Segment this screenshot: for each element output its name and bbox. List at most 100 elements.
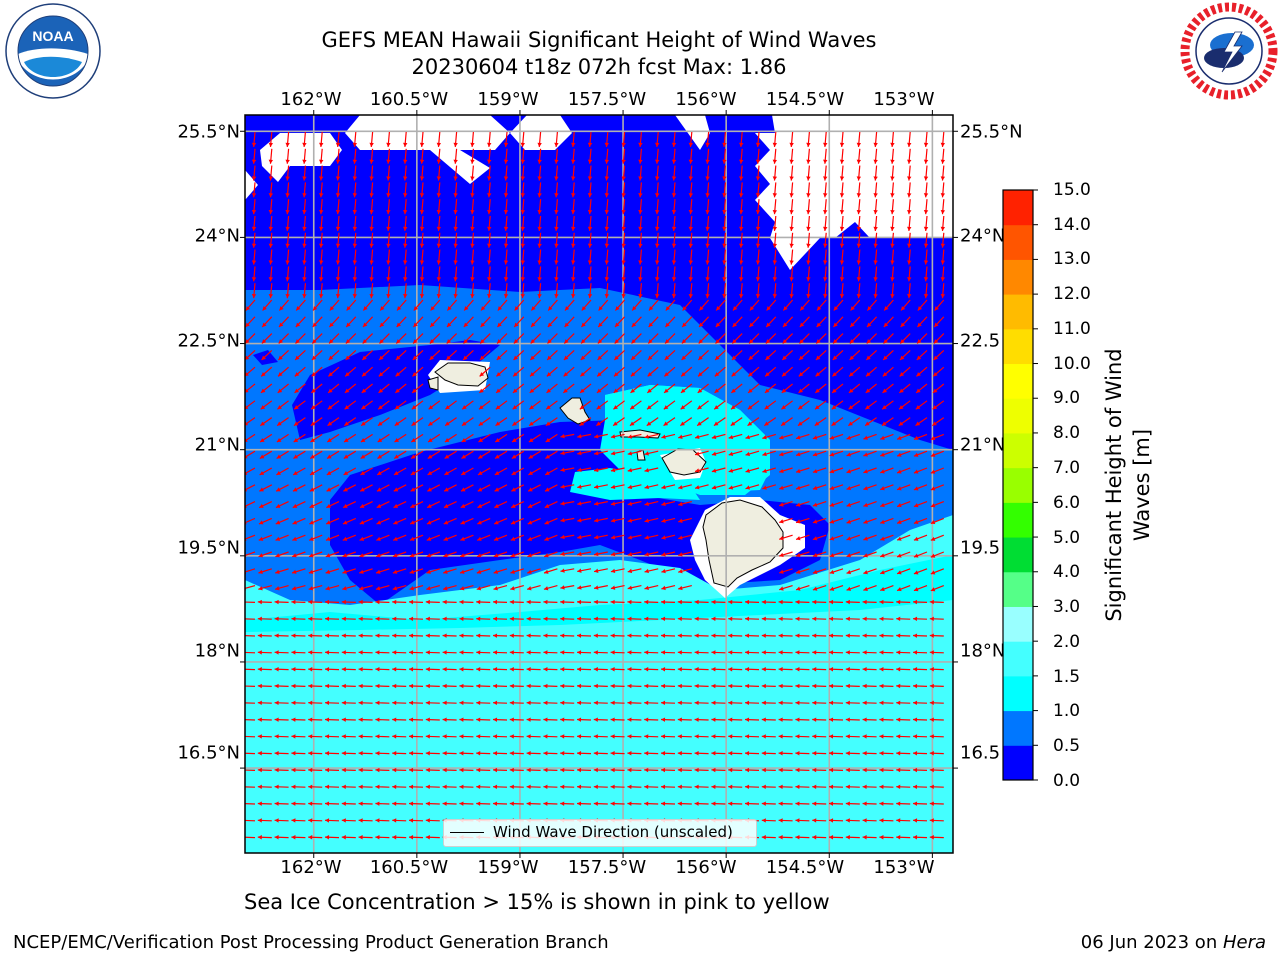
- direction-arrow-head: [257, 650, 262, 655]
- direction-arrow-head: [342, 553, 348, 558]
- direction-arrow-head: [856, 277, 862, 282]
- direction-arrow-head: [913, 519, 919, 525]
- direction-arrow-head: [526, 650, 531, 655]
- direction-arrow-head: [335, 142, 341, 147]
- direction-arrow-head: [425, 633, 430, 638]
- direction-arrow-head: [369, 142, 374, 147]
- direction-arrow-head: [251, 243, 257, 248]
- direction-arrow-head: [251, 277, 257, 282]
- direction-arrow-head: [375, 734, 380, 739]
- direction-arrow-head: [929, 835, 934, 840]
- direction-arrow-head: [907, 209, 912, 215]
- direction-arrow-head: [655, 193, 660, 198]
- direction-arrow-head: [260, 388, 266, 393]
- direction-arrow-head: [745, 667, 750, 672]
- direction-arrow-head: [930, 469, 936, 474]
- direction-arrow-head: [261, 355, 266, 360]
- direction-arrow-head: [883, 355, 888, 360]
- direction-arrow-head: [380, 306, 385, 311]
- direction-arrow-head: [796, 569, 801, 574]
- direction-arrow-head: [661, 599, 666, 605]
- direction-arrow-head: [520, 159, 526, 164]
- colorbar-label: Significant Height of Wind Waves [m]: [1102, 348, 1154, 622]
- direction-arrow-head: [487, 277, 492, 282]
- direction-arrow-head: [459, 683, 464, 689]
- direction-arrow-head: [461, 454, 466, 459]
- direction-arrow-head: [257, 751, 262, 756]
- direction-arrow-head: [934, 306, 939, 311]
- direction-arrow-head: [907, 293, 912, 299]
- direction-arrow-head: [319, 260, 324, 265]
- direction-arrow-head: [526, 700, 531, 706]
- direction-arrow-head: [341, 599, 346, 605]
- direction-arrow-head: [597, 355, 602, 360]
- direction-arrow-head: [375, 835, 380, 840]
- direction-arrow-head: [325, 650, 330, 655]
- direction-arrow-head: [527, 553, 532, 558]
- direction-arrow-head: [268, 176, 274, 181]
- direction-arrow-head: [661, 700, 666, 706]
- direction-arrow-head: [907, 260, 912, 265]
- direction-arrow-head: [427, 454, 433, 459]
- direction-arrow-head: [509, 801, 514, 806]
- direction-arrow-head: [682, 306, 687, 311]
- direction-arrow-head: [261, 339, 267, 344]
- direction-arrow-head: [392, 818, 397, 823]
- direction-arrow-head: [761, 616, 766, 622]
- direction-arrow-head: [829, 734, 834, 739]
- direction-arrow-head: [614, 355, 619, 360]
- direction-arrow-head: [677, 683, 682, 689]
- direction-arrow-head: [335, 159, 341, 164]
- direction-arrow-head: [547, 322, 553, 328]
- direction-arrow-head: [436, 193, 442, 198]
- direction-arrow-head: [664, 388, 669, 393]
- direction-arrow-head: [530, 372, 535, 377]
- direction-arrow-head: [520, 277, 526, 282]
- direction-arrow-head: [341, 683, 346, 689]
- direction-arrow-head: [245, 306, 251, 311]
- direction-arrow-head: [655, 176, 660, 181]
- direction-arrow-head: [259, 454, 265, 459]
- direction-arrow-head: [705, 293, 710, 299]
- direction-arrow-head: [325, 751, 330, 756]
- direction-arrow-head: [262, 306, 267, 311]
- direction-arrow-head: [900, 306, 906, 311]
- direction-arrow-head: [375, 818, 380, 823]
- direction-arrow-head: [430, 306, 435, 311]
- direction-arrow-head: [275, 569, 280, 574]
- direction-arrow-head: [302, 142, 307, 147]
- direction-arrow-head: [897, 519, 902, 524]
- direction-arrow-head: [343, 454, 349, 459]
- direction-arrow-head: [812, 835, 817, 840]
- direction-arrow-head: [392, 586, 398, 591]
- direction-arrow-head: [497, 322, 502, 328]
- direction-arrow-head: [604, 226, 610, 231]
- direction-arrow-head: [890, 193, 895, 198]
- direction-arrow-head: [610, 801, 615, 806]
- direction-arrow-head: [647, 405, 652, 410]
- direction-arrow-head: [554, 142, 559, 147]
- direction-arrow-head: [581, 322, 586, 328]
- direction-arrow-head: [279, 322, 284, 328]
- direction-arrow-head: [627, 535, 633, 540]
- direction-arrow-head: [403, 142, 408, 147]
- direction-arrow-head: [789, 277, 794, 282]
- direction-arrow-head: [761, 717, 766, 722]
- direction-arrow-head: [661, 434, 666, 439]
- direction-arrow-head: [829, 650, 834, 655]
- island-hawaii: [702, 499, 784, 588]
- direction-arrow-head: [547, 355, 552, 360]
- direction-arrow-head: [571, 226, 576, 231]
- direction-arrow-head: [291, 784, 296, 790]
- direction-arrow-head: [749, 306, 755, 311]
- direction-arrow-head: [361, 421, 366, 426]
- direction-arrow-head: [929, 767, 934, 773]
- direction-arrow-head: [275, 520, 281, 525]
- direction-arrow-head: [610, 734, 615, 739]
- direction-arrow-head: [913, 503, 919, 508]
- direction-arrow-head: [554, 209, 559, 215]
- direction-arrow-head: [413, 339, 418, 344]
- direction-arrow-head: [593, 767, 598, 773]
- direction-arrow-head: [587, 193, 593, 198]
- direction-arrow-head: [274, 667, 279, 672]
